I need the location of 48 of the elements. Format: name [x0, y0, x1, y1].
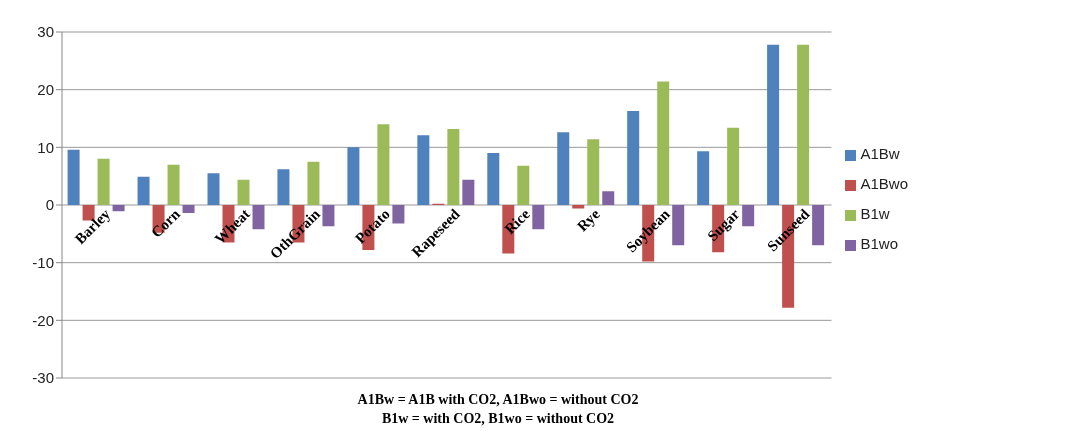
legend-label: A1Bwo [860, 175, 908, 192]
y-tick-label: -30 [32, 369, 54, 387]
bar [112, 205, 125, 212]
bar [322, 205, 335, 227]
bar [182, 205, 195, 214]
bar [347, 147, 360, 205]
bar [377, 124, 390, 205]
text: A1Bw = A1B with CO2, A1Bwo = without CO2 [356, 391, 640, 409]
bar [727, 127, 740, 205]
bar [797, 44, 810, 205]
bar [672, 205, 685, 246]
text: B1w = with CO2, B1wo = without CO2 [380, 410, 616, 428]
bar [67, 149, 80, 205]
y-tick-label: -10 [32, 253, 54, 271]
bar [532, 205, 545, 230]
legend-label: B1w [860, 205, 890, 222]
x-tick-label: Rice [501, 205, 534, 238]
bar [277, 169, 290, 205]
bar [767, 44, 780, 205]
bar [137, 176, 150, 205]
legend-label: A1Bw [860, 145, 900, 162]
bar [517, 165, 530, 205]
bar [742, 205, 755, 227]
legend-label: B1wo [860, 235, 898, 252]
bar [252, 205, 265, 230]
bar [97, 158, 110, 205]
bar [167, 164, 180, 205]
bar [462, 179, 475, 205]
bar [392, 205, 405, 224]
x-tick-label: Rye [574, 205, 603, 235]
y-tick-label: 0 [45, 196, 54, 214]
bar [602, 191, 615, 205]
bar [587, 139, 600, 205]
y-tick-label: -20 [32, 311, 54, 329]
bar [447, 128, 460, 205]
bar [627, 111, 640, 205]
bar [557, 132, 570, 205]
bar [307, 161, 320, 205]
y-tick-label: 10 [37, 138, 54, 156]
bar [237, 179, 250, 205]
bar [487, 153, 500, 205]
y-tick-label: 20 [37, 80, 54, 98]
bar [207, 173, 220, 205]
bar [697, 151, 710, 205]
bar [417, 135, 430, 205]
bar [812, 205, 825, 246]
y-tick-label: 30 [37, 23, 54, 41]
bar [657, 81, 670, 205]
